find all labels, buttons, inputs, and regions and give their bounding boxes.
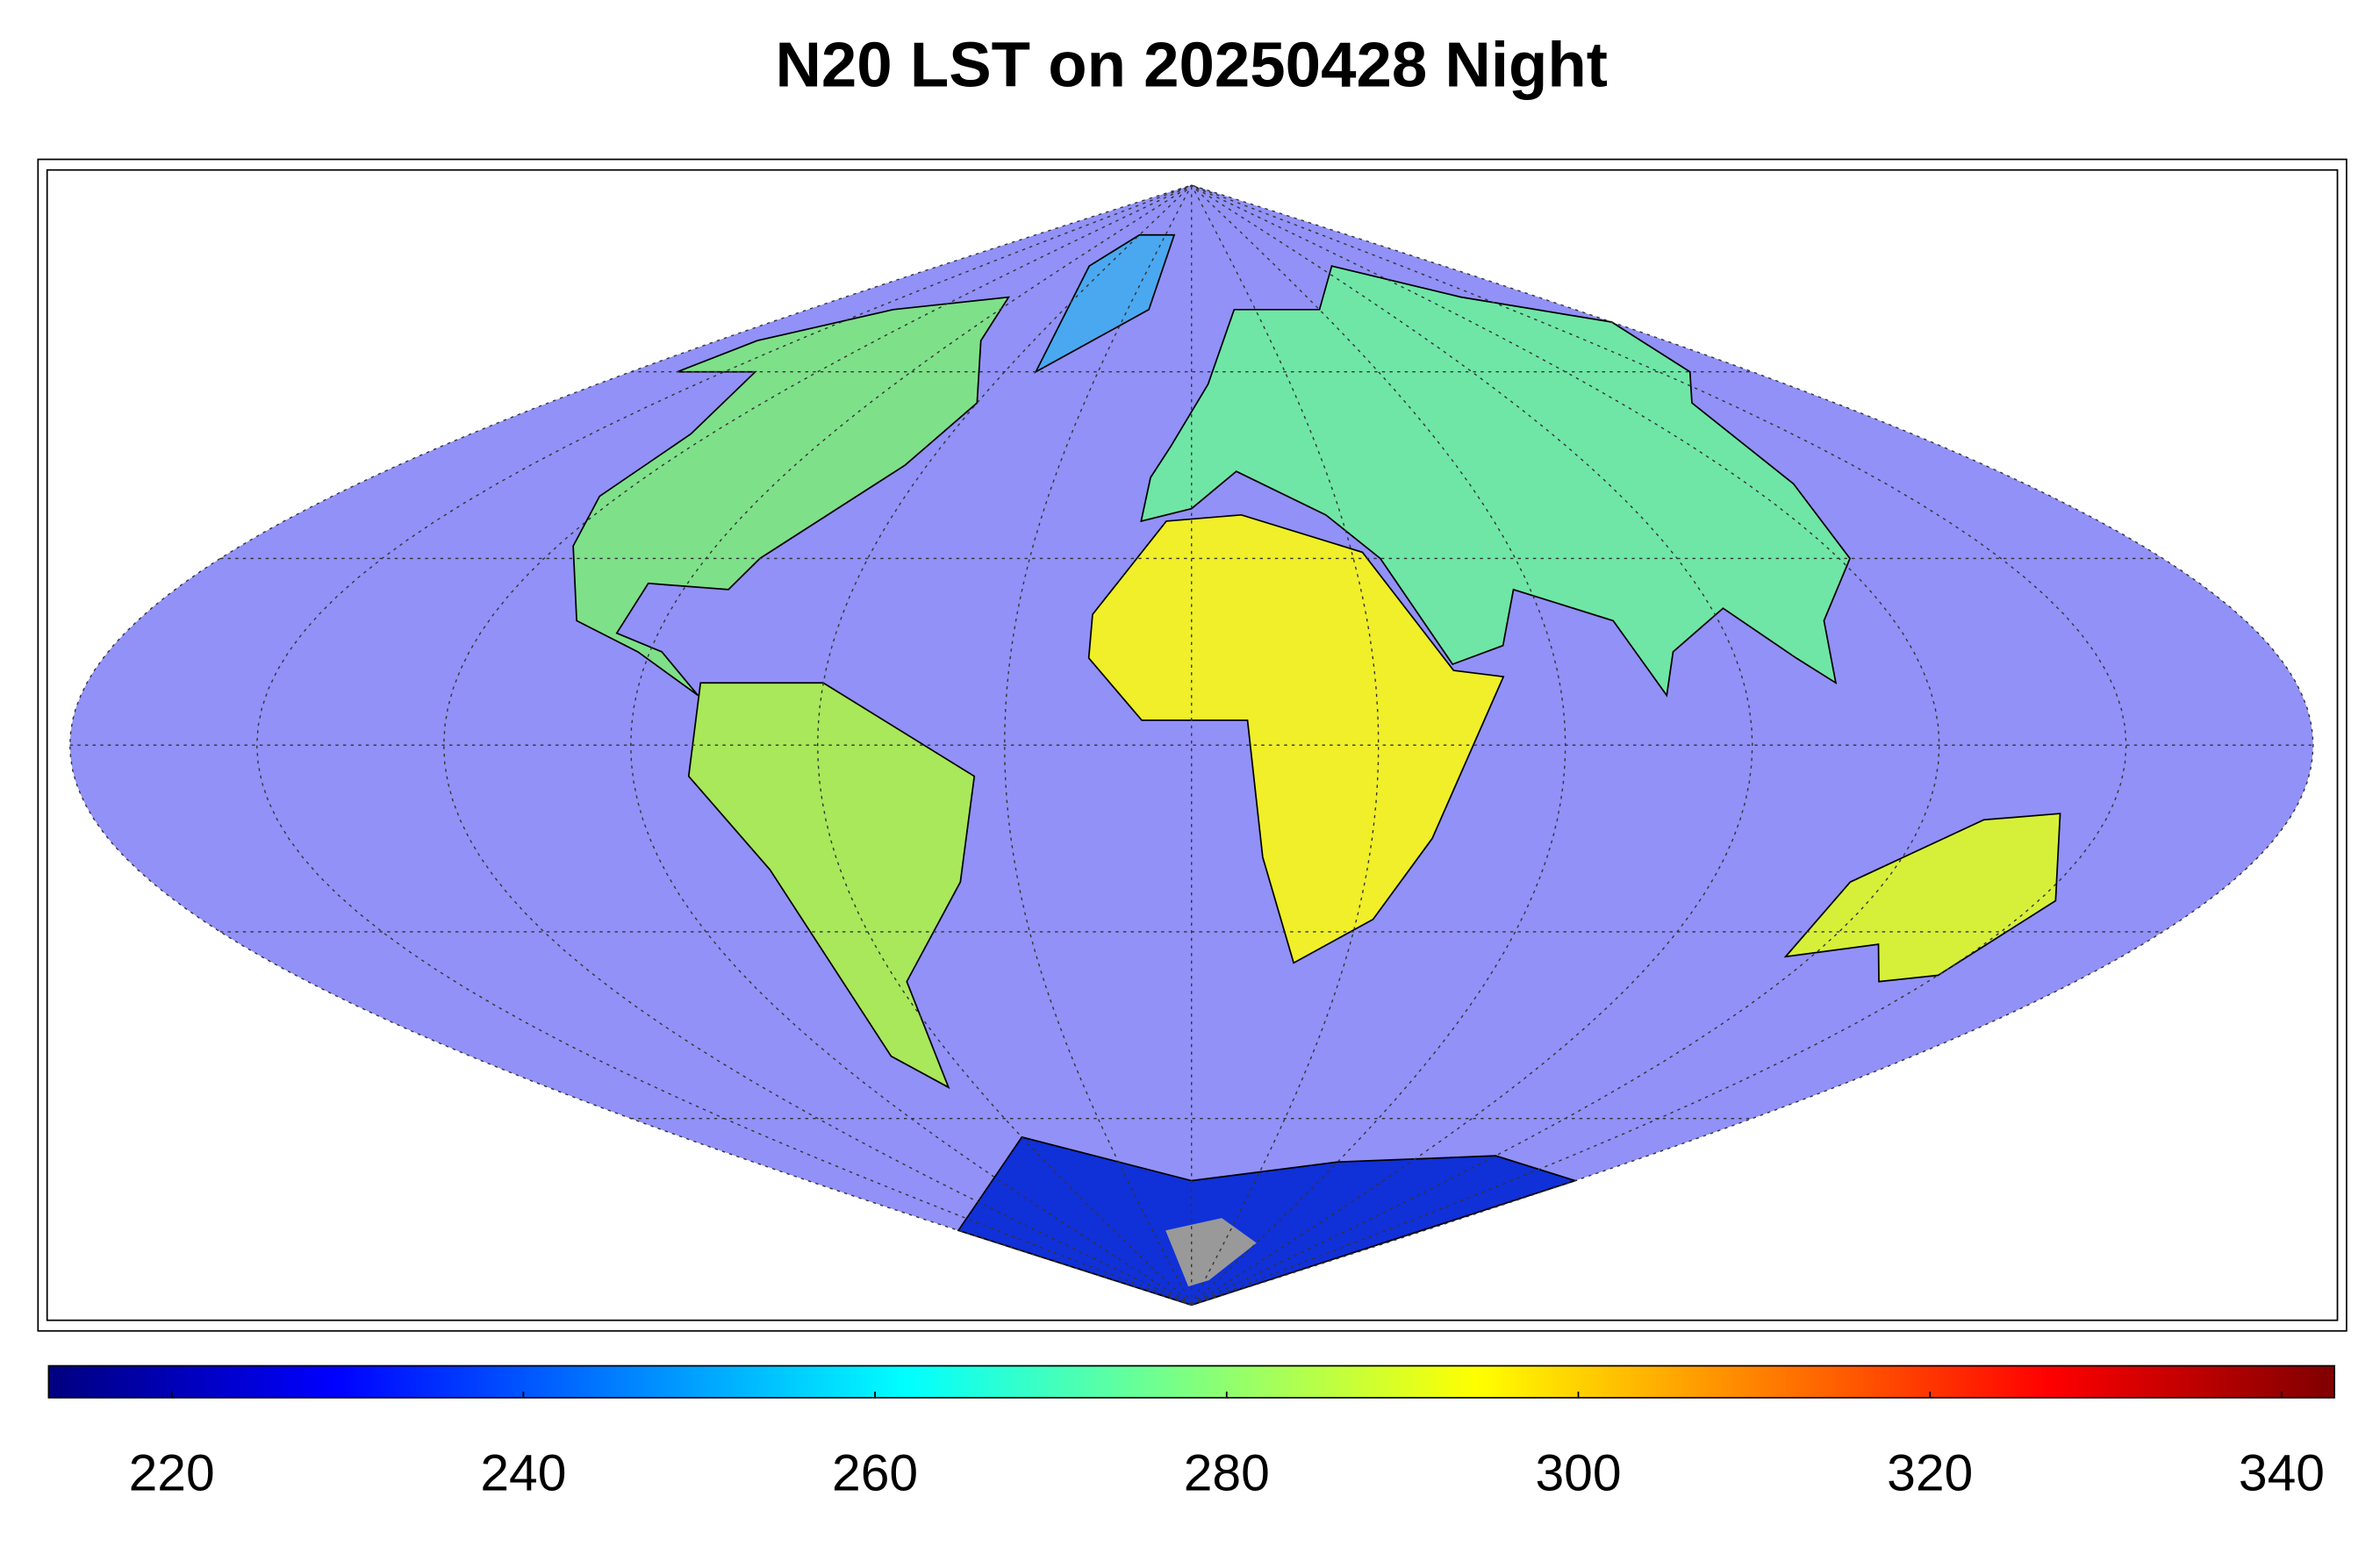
colorbar-tick-label: 220 xyxy=(129,1444,215,1501)
eurasia xyxy=(1140,265,1851,698)
colorbar-tick-label: 260 xyxy=(832,1444,918,1501)
map-area xyxy=(68,184,2314,1307)
south-america xyxy=(687,682,976,1090)
graticule-meridian xyxy=(442,184,1193,1306)
inner-frame xyxy=(46,168,2339,1321)
colorbar-tick-label: 340 xyxy=(2239,1444,2325,1501)
graticule-meridian xyxy=(1191,184,1753,1306)
graticule-meridian xyxy=(255,184,1192,1307)
colorbar: 220 240 260 280 300 320 340 xyxy=(47,1364,2335,1501)
graticule-meridian xyxy=(817,184,1193,1306)
africa xyxy=(1087,513,1505,964)
map-title: N20 LST on 20250428 Night xyxy=(775,30,1607,101)
north-america xyxy=(572,296,1011,697)
colorbar-tick-label: 240 xyxy=(480,1444,566,1501)
colorbar-gradient xyxy=(47,1364,2335,1399)
greenland xyxy=(1034,233,1176,374)
australia xyxy=(1783,813,2061,983)
graticule-meridian xyxy=(1191,184,1566,1306)
graticule-meridian xyxy=(1191,184,1940,1306)
colorbar-tick-label: 320 xyxy=(1887,1444,1973,1501)
colorbar-tick-label: 300 xyxy=(1535,1444,1621,1501)
outer-frame xyxy=(37,158,2348,1332)
colorbar-tick-label: 280 xyxy=(1184,1444,1270,1501)
graticule-meridian xyxy=(629,184,1193,1306)
antarctica xyxy=(957,1135,1578,1307)
graticule-meridian xyxy=(1191,184,2127,1307)
antarctic-plateau xyxy=(1165,1218,1257,1287)
